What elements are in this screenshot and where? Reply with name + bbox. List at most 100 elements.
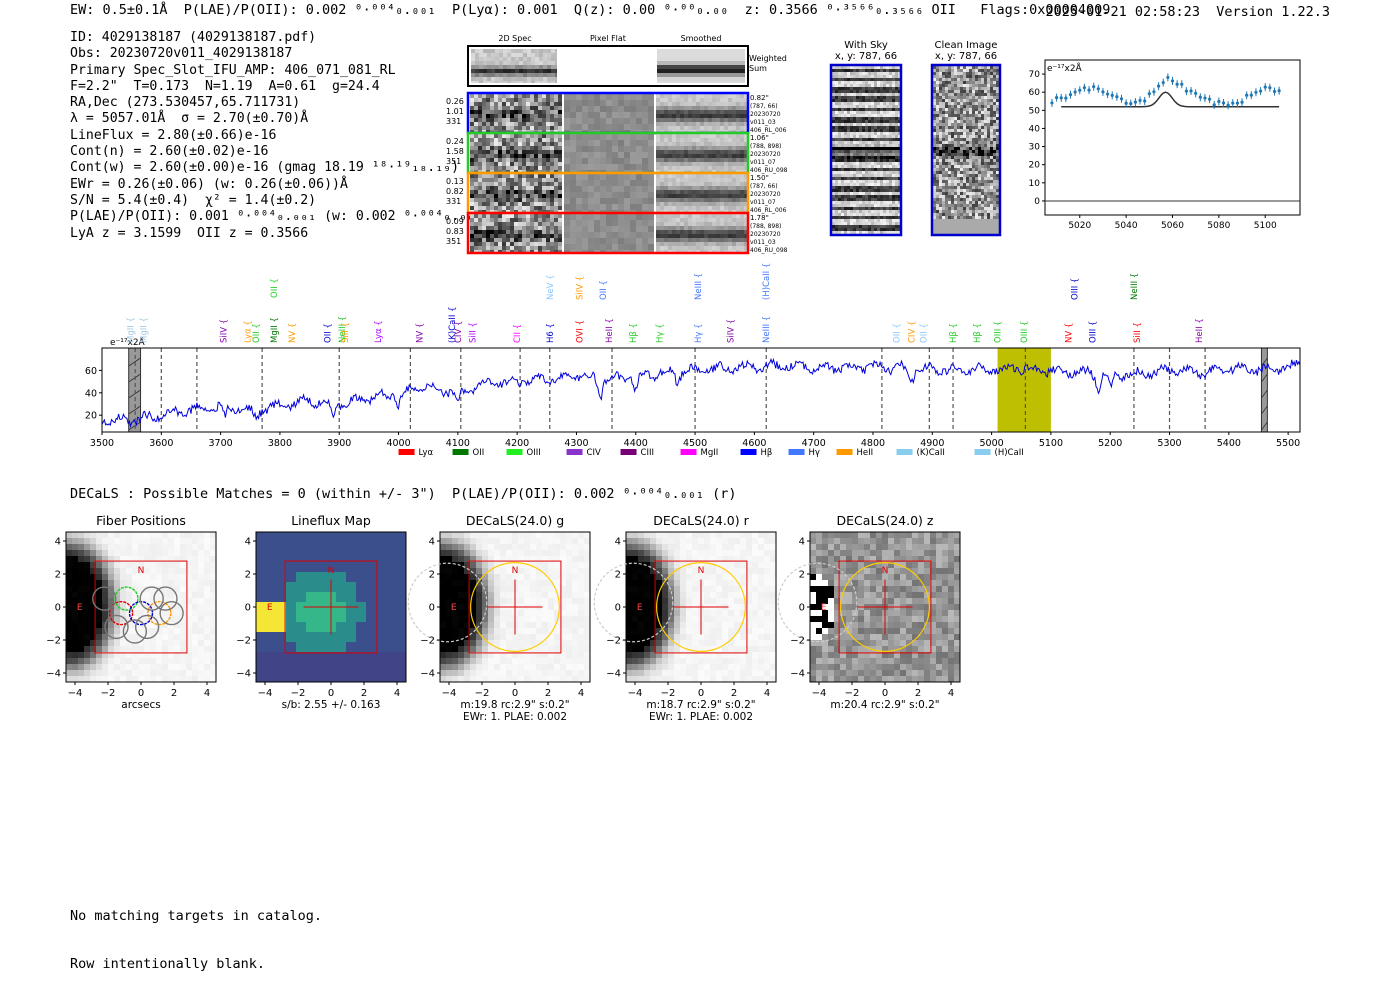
pixel (660, 182, 664, 186)
pixel (664, 162, 668, 166)
pixel (936, 75, 939, 78)
pixel (709, 65, 713, 69)
pixel (696, 202, 700, 206)
pixel (624, 174, 630, 180)
pixel (898, 198, 900, 201)
pixel (471, 57, 475, 61)
pixel (859, 171, 862, 174)
pixel (542, 162, 546, 166)
pixel (898, 222, 900, 225)
pixel (664, 110, 668, 114)
pixel (877, 195, 880, 198)
pixel (832, 141, 835, 144)
pixel (868, 90, 871, 93)
pixel (892, 150, 895, 153)
pixel (942, 114, 945, 117)
pixel (975, 141, 978, 144)
pixel (942, 177, 945, 180)
pixel (951, 150, 954, 153)
pixel (482, 202, 486, 206)
pixel (898, 207, 900, 210)
pixel (506, 94, 510, 98)
pixel (868, 138, 871, 141)
pixel (990, 156, 993, 159)
pixel (838, 222, 841, 225)
pixel (984, 114, 987, 117)
pixel (551, 69, 555, 73)
pixel (582, 100, 588, 106)
pixel (978, 105, 981, 108)
pixel (996, 195, 999, 198)
pixel (582, 186, 588, 192)
pixel (939, 180, 942, 183)
pixel (951, 159, 954, 162)
pixel (939, 198, 942, 201)
pixel (933, 141, 936, 144)
pixel (669, 57, 673, 61)
pixel (725, 53, 729, 57)
pixel (850, 171, 853, 174)
pixel (656, 102, 660, 106)
pixel (630, 226, 636, 232)
pixel (684, 142, 688, 146)
pixel (740, 186, 744, 190)
pixel (677, 49, 681, 53)
pixel (708, 146, 712, 150)
pixel (975, 150, 978, 153)
pixel (535, 77, 539, 81)
pixel (740, 102, 744, 106)
pixel (494, 198, 498, 202)
pixel (990, 114, 993, 117)
pixel (542, 206, 546, 210)
pixel (728, 130, 732, 132)
pixel (835, 75, 838, 78)
pixel (474, 190, 478, 194)
pixel (530, 230, 534, 234)
pixel (499, 69, 503, 73)
pixel (975, 177, 978, 180)
pixel (656, 226, 660, 230)
pixel (933, 186, 936, 189)
pixel (832, 123, 835, 126)
pixel (470, 190, 474, 194)
pixel (832, 183, 835, 186)
pixel (859, 132, 862, 135)
pixel (880, 69, 883, 72)
pixel (984, 129, 987, 132)
pixel (526, 178, 530, 182)
pixel (880, 159, 883, 162)
pixel (969, 159, 972, 162)
pixel (511, 61, 515, 65)
pixel (530, 190, 534, 194)
pixel (712, 182, 716, 186)
pixel (503, 65, 507, 69)
pixel (936, 183, 939, 186)
pixel (883, 135, 886, 138)
pixel (936, 159, 939, 162)
pixel (689, 57, 693, 61)
pixel (859, 141, 862, 144)
pixel (954, 174, 957, 177)
pixel (981, 78, 984, 81)
pixel (704, 202, 708, 206)
pixel (478, 238, 482, 242)
pixel (701, 61, 705, 65)
pixel (865, 201, 868, 204)
pixel (668, 98, 672, 102)
pixel (475, 69, 479, 73)
pixel (642, 100, 648, 106)
pixel (487, 61, 491, 65)
pixel (865, 75, 868, 78)
pixel (990, 99, 993, 102)
pixel (740, 94, 744, 98)
pixel (543, 53, 547, 57)
pixel (859, 123, 862, 126)
pixel (530, 198, 534, 202)
pixel (990, 150, 993, 153)
pixel (673, 69, 677, 73)
pixel (502, 106, 506, 110)
pixel (859, 75, 862, 78)
pixel (871, 195, 874, 198)
pixel (708, 118, 712, 122)
pixel (936, 153, 939, 156)
